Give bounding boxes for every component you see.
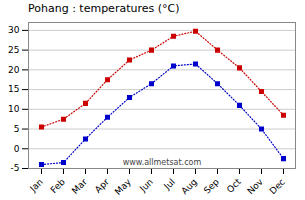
svg-text:May: May bbox=[113, 176, 134, 197]
svg-text:0: 0 bbox=[14, 144, 20, 154]
svg-text:Jul: Jul bbox=[161, 177, 176, 192]
svg-text:25: 25 bbox=[8, 45, 19, 55]
svg-text:Jan: Jan bbox=[27, 177, 45, 195]
svg-text:Dec: Dec bbox=[268, 177, 287, 196]
svg-text:20: 20 bbox=[8, 65, 20, 75]
svg-text:Apr: Apr bbox=[93, 177, 111, 195]
svg-text:30: 30 bbox=[8, 25, 20, 35]
svg-text:5: 5 bbox=[14, 124, 20, 134]
svg-text:Sep: Sep bbox=[202, 177, 221, 196]
svg-text:Feb: Feb bbox=[49, 177, 68, 196]
svg-text:Aug: Aug bbox=[179, 177, 199, 197]
svg-text:www.allmetsat.com: www.allmetsat.com bbox=[123, 158, 202, 167]
svg-text:Mar: Mar bbox=[70, 176, 89, 195]
html-text:Pohang : temperatures (°C): Pohang : temperatures (°C) bbox=[28, 2, 180, 15]
svg-text:Oct: Oct bbox=[225, 176, 243, 194]
svg-text:10: 10 bbox=[8, 104, 20, 114]
svg-text:Jun: Jun bbox=[137, 177, 155, 195]
svg-text:Nov: Nov bbox=[245, 176, 265, 196]
svg-text:-5: -5 bbox=[11, 163, 20, 173]
svg-text:15: 15 bbox=[8, 84, 19, 94]
